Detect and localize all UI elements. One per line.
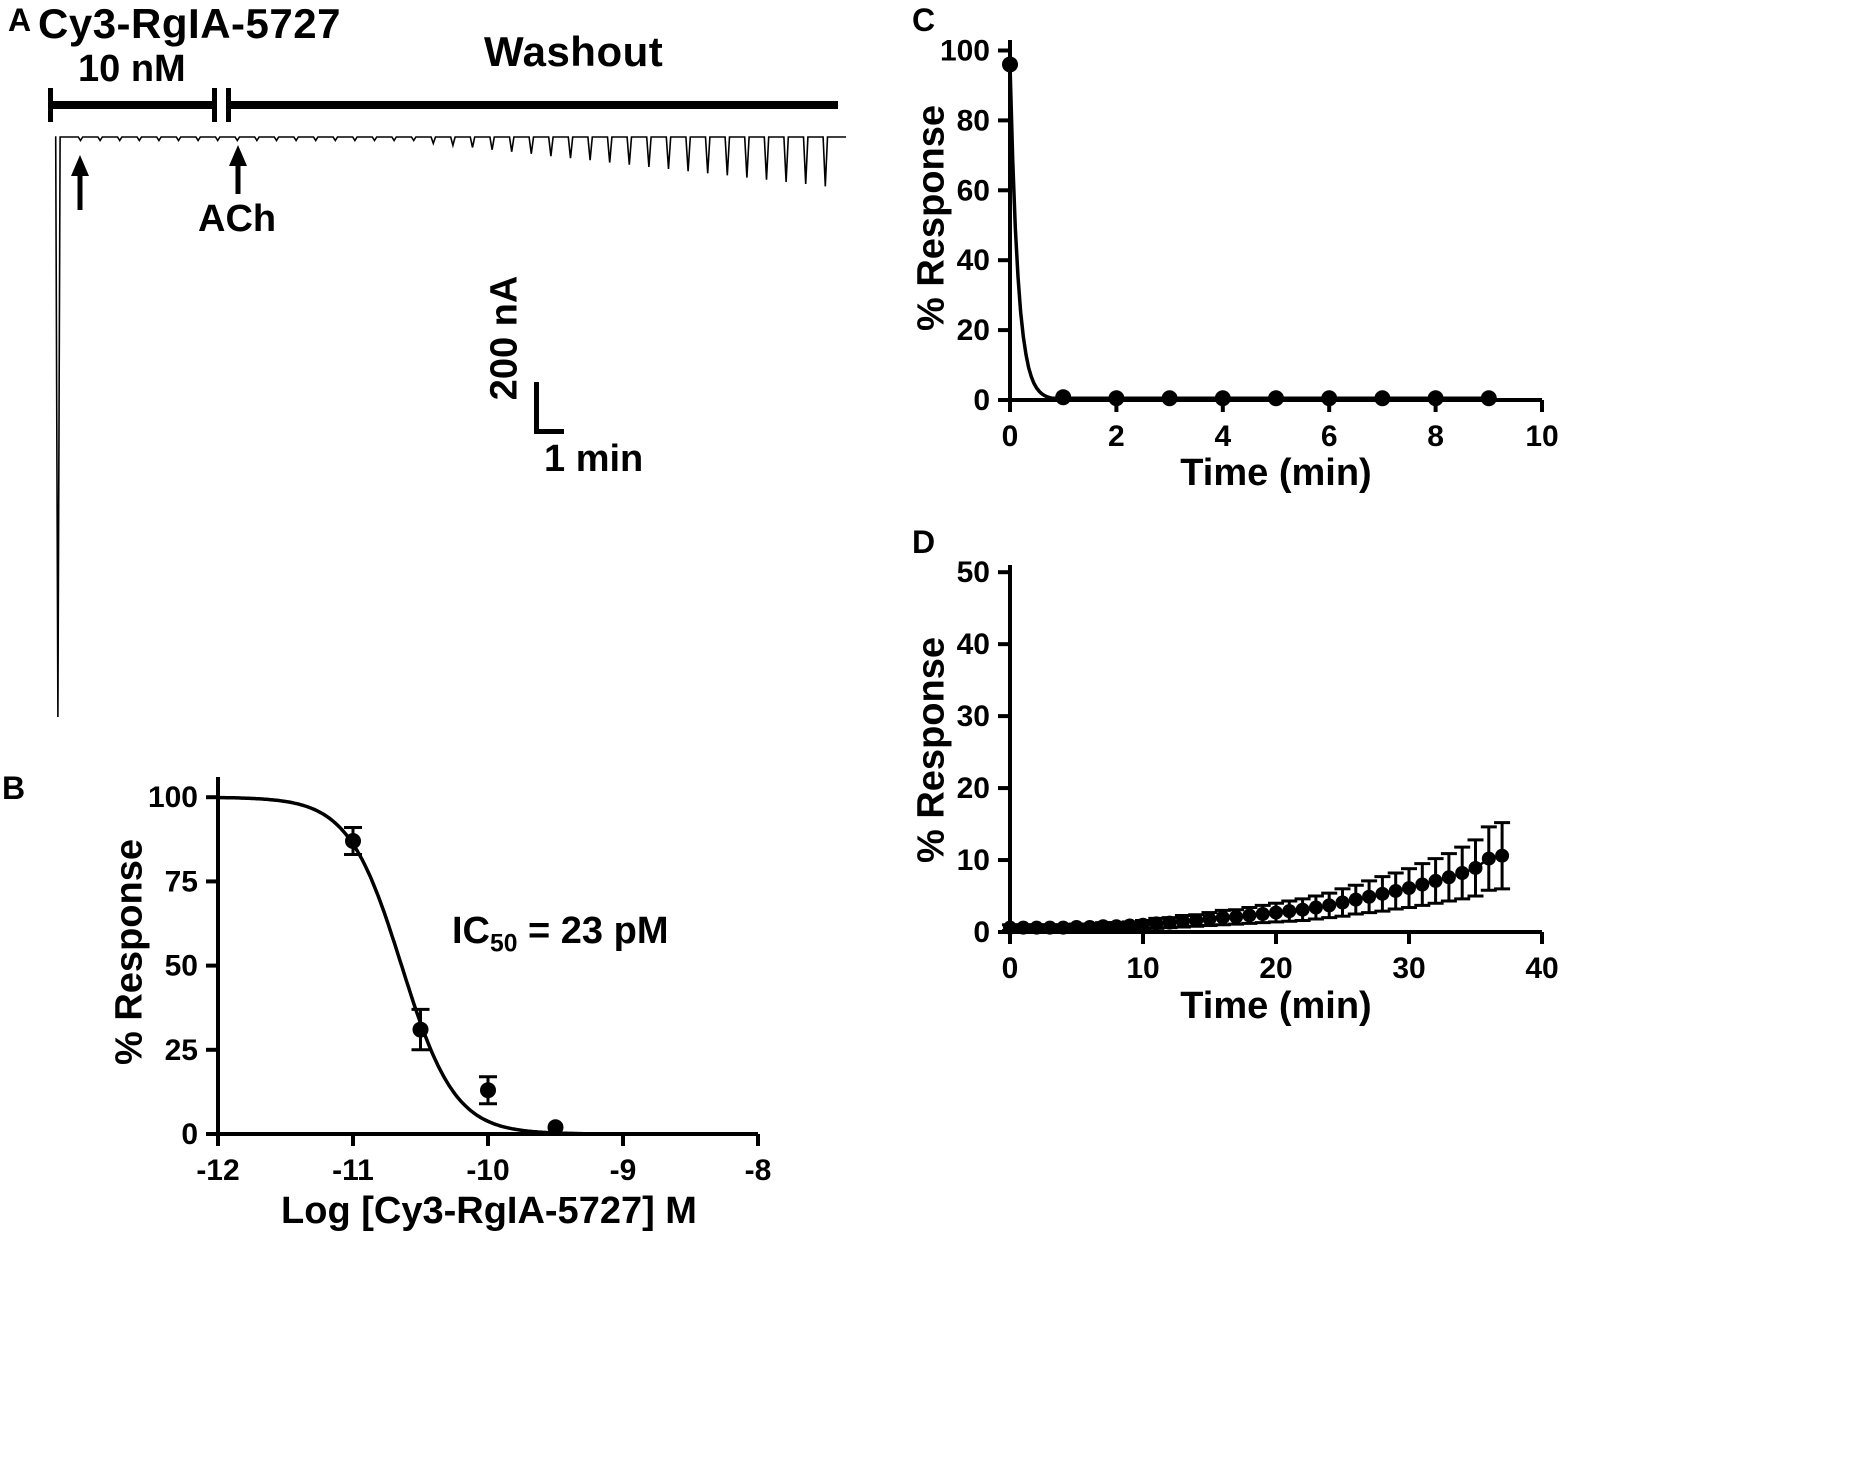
application-bar [48, 101, 215, 109]
bar-break-cap-1 [212, 88, 217, 122]
svg-text:100: 100 [940, 34, 990, 67]
panel-a-letter: A [8, 2, 32, 38]
svg-text:30: 30 [1392, 952, 1425, 985]
scale-bar-horizontal-label: 1 min [544, 438, 644, 480]
panel-d-x-axis-label: Time (min) [1180, 985, 1372, 1027]
svg-text:0: 0 [1002, 952, 1019, 985]
panel-d-y-axis-label: % Response [910, 637, 953, 863]
panel-c-y-axis-label: % Response [910, 105, 953, 331]
svg-text:50: 50 [957, 556, 990, 589]
svg-text:-11: -11 [332, 1154, 374, 1187]
ic50-subscript: 50 [490, 930, 518, 958]
panel-b-x-axis-label: Log [Cy3-RgIA-5727] M [281, 1190, 697, 1232]
bar-break-cap-2 [226, 88, 231, 122]
panel-a-title: Cy3-RgIA-5727 [38, 0, 341, 47]
block-onset-chart: 0 20 40 60 80 100 0 2 4 6 8 10 [940, 34, 1559, 453]
svg-text:20: 20 [1259, 952, 1292, 985]
scale-bar-horizontal [534, 429, 564, 434]
svg-text:-12: -12 [196, 1154, 239, 1187]
svg-text:40: 40 [957, 244, 990, 277]
toxin-arrow-icon [71, 155, 89, 210]
current-trace-chart [54, 136, 846, 718]
svg-text:0: 0 [973, 384, 990, 417]
panel-d-letter: D [912, 524, 936, 560]
svg-text:-8: -8 [745, 1154, 772, 1187]
scale-bar-vertical-label: 200 nA [483, 275, 526, 401]
panel-a-dose-label: 10 nM [78, 48, 186, 90]
panel-a-ach-label: ACh [198, 198, 277, 240]
scale-bar-vertical [534, 382, 539, 434]
svg-text:-9: -9 [610, 1154, 637, 1187]
ic50-prefix: IC [452, 910, 490, 952]
svg-text:0: 0 [973, 916, 990, 949]
washout-recovery-chart: 0 10 20 30 40 50 0 10 20 30 40 [957, 556, 1559, 985]
svg-text:10: 10 [1126, 952, 1159, 985]
svg-text:6: 6 [1321, 420, 1338, 453]
panel-b-letter: B [2, 770, 26, 806]
svg-text:2: 2 [1108, 420, 1125, 453]
washout-bar [229, 101, 838, 109]
svg-text:40: 40 [957, 628, 990, 661]
panel-a-washout-label: Washout [484, 28, 664, 75]
ic50-value: = 23 pM [517, 910, 669, 952]
svg-text:10: 10 [1525, 420, 1558, 453]
ach-arrow-icon [229, 145, 247, 194]
svg-text:-10: -10 [466, 1154, 509, 1187]
svg-text:80: 80 [957, 104, 990, 137]
svg-text:10: 10 [957, 844, 990, 877]
svg-text:60: 60 [957, 174, 990, 207]
svg-text:4: 4 [1214, 420, 1231, 453]
panel-c-letter: C [912, 2, 936, 38]
svg-text:50: 50 [165, 950, 198, 983]
svg-text:20: 20 [957, 772, 990, 805]
svg-text:30: 30 [957, 700, 990, 733]
panel-c-x-axis-label: Time (min) [1180, 452, 1372, 494]
svg-text:100: 100 [148, 781, 198, 814]
svg-text:20: 20 [957, 314, 990, 347]
panel-b-y-axis-label: % Response [108, 839, 151, 1065]
svg-text:75: 75 [165, 865, 198, 898]
dose-response-chart: 0 25 50 75 100 -12 -11 -10 -9 -8 [148, 777, 772, 1187]
svg-text:0: 0 [181, 1118, 198, 1151]
svg-text:40: 40 [1525, 952, 1558, 985]
svg-text:0: 0 [1002, 420, 1019, 453]
ic50-annotation: IC50 = 23 pM [452, 910, 668, 959]
svg-text:8: 8 [1427, 420, 1444, 453]
svg-text:25: 25 [165, 1034, 198, 1067]
